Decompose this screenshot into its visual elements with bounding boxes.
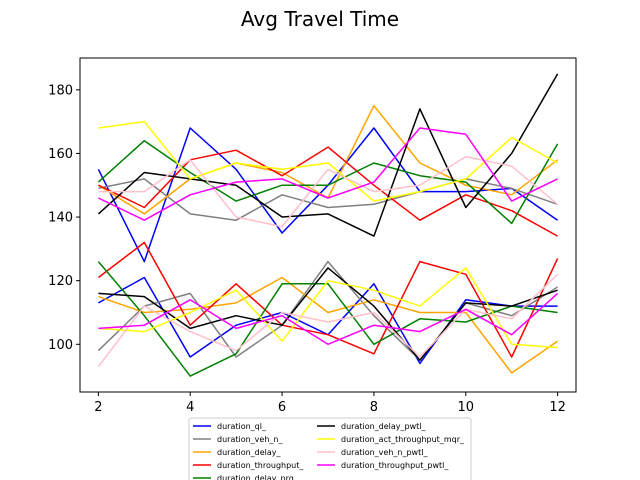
plot-lines <box>97 73 559 377</box>
legend-label: duration_throughput_pwtl_ <box>341 461 449 470</box>
series-line-duration-veh-n-upper <box>98 178 558 221</box>
series-line-duration-delay-prg-lower <box>97 261 558 377</box>
x-tick-label: 2 <box>94 400 102 415</box>
legend-label: duration_delay_prg <box>217 474 294 480</box>
series-line-duration-throughput-pwtl-lower <box>98 292 559 346</box>
series-line-duration-throughput-pwtl-upper <box>98 127 558 221</box>
series-line-duration-throughput-upper <box>98 146 558 237</box>
series-line-duration-ql-lower <box>98 276 558 365</box>
plot-frame <box>79 57 577 393</box>
x-tick-label: 4 <box>186 400 194 415</box>
y-tick-label: 100 <box>48 338 73 353</box>
series-line-duration-act-throughput-mqr-lower <box>98 267 558 349</box>
legend-label: duration_veh_n_ <box>217 435 283 444</box>
legend-label: duration_throughput_ <box>217 461 304 470</box>
x-tick-label: 10 <box>458 400 475 415</box>
y-tick-label: 120 <box>48 274 73 289</box>
legend-box <box>188 417 472 480</box>
legend-label: duration_delay_ <box>217 448 282 457</box>
series-line-duration-delay-pwtl-lower <box>98 267 558 361</box>
series-line-duration-delay-lower <box>98 276 559 374</box>
series-line-duration-veh-n-pwtl-lower <box>97 273 559 368</box>
legend-label: duration_act_throughput_mqr_ <box>341 435 465 444</box>
x-axis: 2 4 6 8 10 12 <box>94 392 566 415</box>
y-tick-label: 180 <box>48 83 73 98</box>
x-tick-label: 8 <box>370 400 378 415</box>
x-tick-label: 6 <box>278 400 286 415</box>
chart-title: Avg Travel Time <box>241 7 399 31</box>
y-tick-label: 160 <box>48 147 73 162</box>
y-tick-label: 140 <box>48 211 73 226</box>
legend-label: duration_veh_n_pwtl_ <box>341 448 428 457</box>
y-axis: 100 120 140 160 180 <box>48 83 80 353</box>
series-line-duration-act-throughput-mqr-upper <box>98 120 558 202</box>
legend: duration_ql_ duration_veh_n_ duration_dela… <box>188 417 472 480</box>
series-line-duration-throughput-lower <box>97 241 559 358</box>
x-tick-label: 12 <box>549 400 566 415</box>
series-line-duration-delay-prg-upper <box>97 139 559 225</box>
legend-label: duration_ql_ <box>217 422 267 431</box>
series-line-duration-delay-pwtl-upper <box>97 73 559 237</box>
legend-label: duration_delay_pwtl_ <box>341 422 427 431</box>
series-line-duration-veh-n-pwtl-upper <box>98 155 559 228</box>
